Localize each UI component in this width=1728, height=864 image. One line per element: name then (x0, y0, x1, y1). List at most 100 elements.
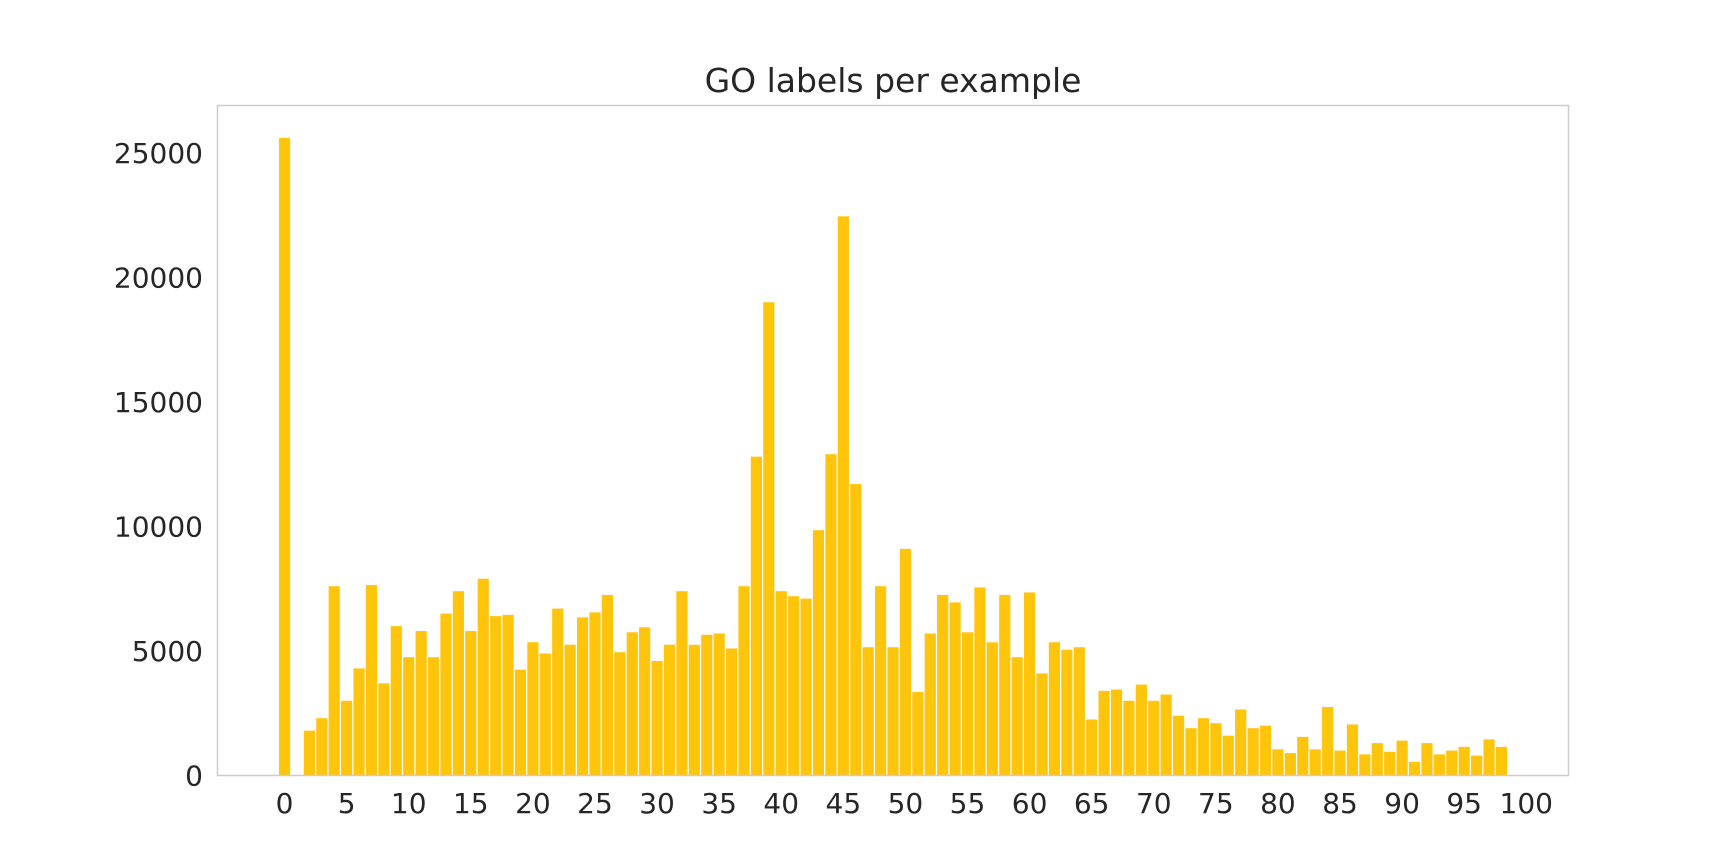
bar-57 (986, 642, 998, 776)
bar-98 (1495, 746, 1508, 776)
bar-58 (999, 594, 1011, 776)
x-tick-label: 15 (453, 787, 489, 820)
bar-73 (1185, 728, 1197, 776)
bar-69 (1135, 684, 1147, 776)
bar-14 (452, 591, 464, 776)
bar-87 (1359, 754, 1371, 776)
bar-90 (1396, 740, 1408, 776)
y-tick-label: 5000 (132, 635, 203, 668)
y-axis-ticks: 0 5000 10000 15000 20000 25000 (114, 137, 203, 793)
bar-60 (1024, 592, 1036, 776)
bar-36 (725, 648, 738, 776)
bar-81 (1284, 753, 1296, 776)
bar-40 (775, 591, 787, 776)
bar-61 (1036, 673, 1048, 776)
x-tick-label: 55 (950, 787, 986, 820)
bar-5 (341, 700, 353, 776)
bar-43 (812, 530, 825, 776)
bar-84 (1322, 707, 1334, 776)
bar-76 (1222, 735, 1234, 776)
x-axis-ticks: 0 5 10 15 20 25 30 35 40 45 50 55 60 65 70 75 80 85 90 95 10… (276, 787, 1553, 820)
bar-23 (564, 644, 576, 776)
bar-54 (949, 602, 961, 776)
x-tick-label: 85 (1322, 787, 1358, 820)
x-tick-label: 100 (1500, 787, 1553, 820)
bar-79 (1259, 725, 1272, 776)
bar-56 (974, 587, 986, 776)
chart-title: GO labels per example (705, 61, 1082, 100)
bar-74 (1197, 718, 1210, 776)
bar-8 (378, 683, 390, 776)
plot-frame (216, 104, 1570, 777)
bar-6 (353, 668, 365, 776)
bar-25 (589, 612, 601, 776)
bar-64 (1073, 647, 1085, 776)
bar-78 (1247, 728, 1259, 776)
bar-47 (862, 647, 874, 776)
bar-7 (365, 584, 378, 776)
bar-22 (552, 608, 564, 776)
bar-19 (514, 669, 527, 776)
bar-63 (1061, 649, 1073, 776)
bar-51 (912, 692, 924, 776)
bar-71 (1160, 694, 1172, 776)
bar-10 (403, 657, 415, 776)
x-tick-label: 45 (826, 787, 862, 820)
bar-88 (1371, 743, 1383, 776)
x-tick-label: 70 (1136, 787, 1172, 820)
bar-29 (639, 627, 651, 776)
bar-89 (1384, 751, 1396, 776)
bar-35 (713, 633, 725, 776)
bar-26 (601, 594, 613, 776)
bar-2 (303, 730, 315, 776)
bar-96 (1471, 755, 1483, 776)
bar-4 (328, 586, 340, 776)
y-tick-label: 20000 (114, 261, 203, 294)
bar-94 (1446, 750, 1458, 776)
y-tick-label: 0 (185, 760, 203, 793)
bar-86 (1346, 724, 1359, 776)
bars-group (278, 137, 1508, 776)
bar-41 (788, 596, 800, 776)
bar-48 (874, 586, 887, 776)
bar-52 (924, 633, 936, 776)
bar-59 (1011, 657, 1023, 776)
x-tick-label: 20 (515, 787, 551, 820)
bar-67 (1110, 689, 1123, 776)
bar-45 (837, 216, 849, 776)
bar-0 (278, 137, 291, 776)
bar-31 (663, 644, 676, 776)
x-tick-label: 80 (1260, 787, 1296, 820)
bar-42 (800, 598, 812, 776)
y-tick-label: 25000 (114, 137, 203, 170)
bar-28 (626, 632, 638, 776)
bar-20 (527, 642, 539, 776)
x-tick-label: 40 (763, 787, 799, 820)
x-tick-label: 60 (1012, 787, 1048, 820)
bar-80 (1272, 749, 1284, 776)
bar-27 (614, 652, 626, 776)
bar-68 (1123, 700, 1135, 776)
x-tick-label: 65 (1074, 787, 1110, 820)
bar-66 (1098, 690, 1110, 776)
bar-30 (651, 660, 663, 776)
bar-9 (390, 626, 402, 776)
x-tick-label: 25 (577, 787, 613, 820)
bar-39 (763, 302, 775, 776)
bar-50 (899, 548, 912, 776)
bar-55 (961, 632, 974, 776)
bar-62 (1048, 642, 1061, 776)
x-tick-label: 30 (639, 787, 675, 820)
x-tick-label: 0 (276, 787, 294, 820)
bar-49 (887, 647, 899, 776)
x-tick-label: 10 (391, 787, 427, 820)
bar-37 (738, 586, 750, 776)
bar-16 (477, 578, 489, 776)
bar-65 (1086, 719, 1098, 776)
x-tick-label: 95 (1446, 787, 1482, 820)
bar-38 (750, 456, 762, 776)
bar-75 (1210, 723, 1222, 776)
bar-70 (1148, 700, 1160, 776)
bar-32 (676, 591, 688, 776)
bar-18 (502, 614, 514, 776)
